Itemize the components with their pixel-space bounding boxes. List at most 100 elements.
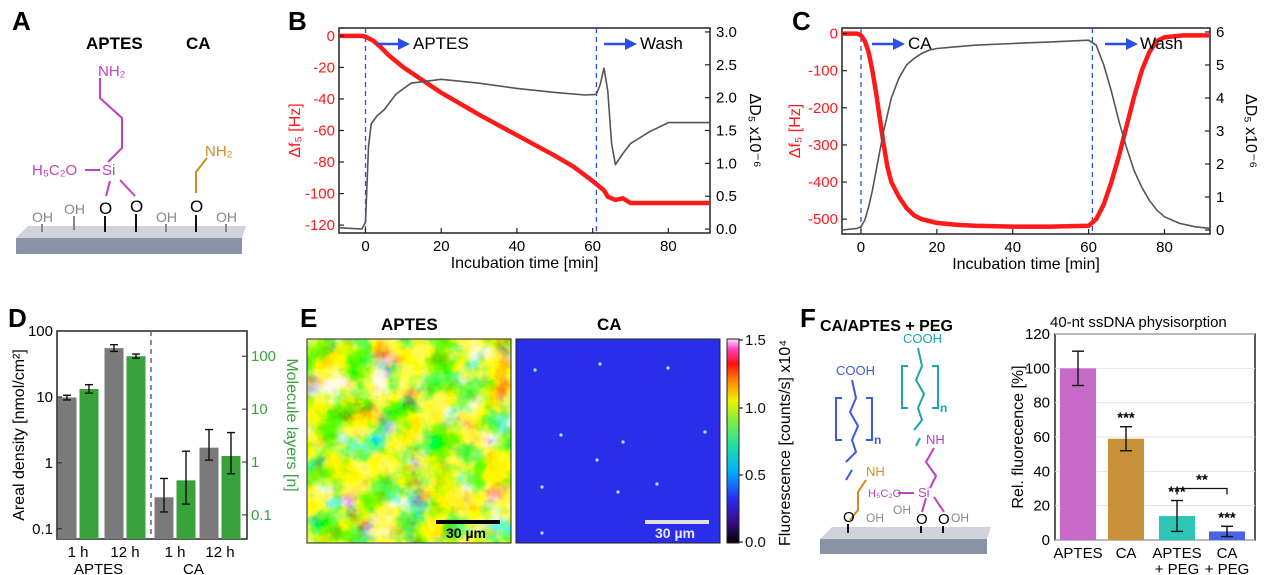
scale-label-left: 30 µm [446,525,486,541]
x-tick-label: 40 [1004,239,1021,256]
x-tick-label: 20 [433,238,450,255]
bar-molecule-layers [79,389,99,539]
c-wash-label: Wash [1140,34,1183,53]
ca-nh2: NH₂ [205,143,233,160]
f-nh-left: NH [866,464,885,479]
fluorescent-spot [559,433,563,437]
aptes-o1: O [99,199,112,218]
c-start-label: CA [908,34,932,53]
x-tick-label: CA [1217,545,1238,562]
oh-label: OH [32,209,53,225]
significance-label: *** [1117,410,1135,427]
x-tick-label: 80 [1156,239,1173,256]
oh-label: OH [64,201,85,217]
significance-bracket [1176,487,1228,495]
fluorescent-spot [540,485,544,489]
bar-molecule-layers [221,455,241,539]
y-axis-title: Δf₅ [Hz] [787,104,804,158]
series-frequency [842,31,1210,229]
fluorescent-spot [598,362,602,366]
panel-b-label: B [288,6,307,36]
y-axis-title: Areal density [nmol/cm²] [11,349,28,521]
cbar-tick: 1.0 [745,400,766,417]
y2-tick-label: 100 [251,348,276,365]
y-tick-label: -120 [305,217,335,234]
y2-tick-label: 6 [1216,24,1224,41]
fluorescent-spot [595,458,599,462]
x-tick-label: 20 [929,239,946,256]
f-n-right: n [940,401,947,415]
x-tick-label: 60 [584,238,601,255]
y2-tick-label: 3.0 [716,24,737,41]
ca-fluorescence-map [515,338,721,544]
f-n-left: n [874,433,881,447]
y-tick-label: -500 [808,211,838,228]
cbar-tick: 1.5 [745,332,766,349]
b-wash-label: Wash [640,34,683,53]
x-tick-label: 1 h [165,544,186,561]
y2-tick-label: 1.0 [716,155,737,172]
y-tick-label: 0 [830,26,838,43]
panel-a-title-aptes: APTES [86,34,143,53]
cbar-tick: 0.5 [745,467,766,484]
f-o: O [938,511,950,528]
panel-f-chart: 40-nt ssDNA physisorption 0 20 40 60 80 100 12… [1010,314,1256,575]
y-tick-label: 60 [1033,429,1050,446]
x-tick-label: APTES [1152,545,1201,562]
d-group-aptes: APTES [74,561,123,575]
c-arrows [872,38,1138,50]
ca-spots [533,362,707,535]
panel-f-schematic: F CA/APTES + PEG COOH n NH O COOH n NH H… [800,303,991,554]
f-o: O [916,511,928,528]
y2-axis-title: ΔD₅ x10⁻⁶ [1242,94,1259,168]
y-tick-label: 40 [1033,463,1050,480]
oh-label: OH [156,209,177,225]
y-axis-title: Δf₅ [Hz] [287,103,304,157]
y-tick-label: -400 [808,174,838,191]
fluorescent-spot [533,368,537,372]
bar-areal-density [154,497,174,539]
bar-areal-density [104,348,124,539]
f-oh: OH [893,503,911,517]
f-title: CA/APTES + PEG [820,318,953,335]
x-tick-label: 80 [660,238,677,255]
x-tick-label: CA [1116,545,1137,562]
y2-tick-label: 3 [1216,123,1224,140]
plot-c-frame [841,27,1211,235]
panel-a-title-ca: CA [186,34,211,53]
y-tick-label: 0 [1042,532,1050,549]
b-arrows [377,38,637,50]
x-tick-label: 40 [509,238,526,255]
y-tick-label: -80 [313,154,335,171]
y-tick-label: 20 [1033,498,1050,515]
x-tick-label: 12 h [110,544,139,561]
e-left-title: APTES [381,315,438,334]
y2-tick-label: 1 [1216,189,1224,206]
x-axis-title: Incubation time [min] [952,256,1100,273]
y2-tick-label: 0.1 [251,507,272,524]
fluorescent-spot [666,366,670,370]
x-tick-label: 1 h [68,544,89,561]
y-tick-label: -40 [313,91,335,108]
substrate-top [16,226,246,238]
bar-fluorescence [1108,438,1144,540]
d-group-ca: CA [183,561,204,575]
plot-b-area: 0 20 40 60 80 0 -20 -40 -60 -80 -100 -120 0.0 0.5 1.0 1… [287,24,763,272]
series-dissipation [338,67,710,230]
bar-areal-density [57,397,77,539]
y2-tick-label: 0.0 [716,221,737,238]
aptes-eto: H₅C₂O [32,162,77,179]
y-tick-label: -100 [808,63,838,80]
x-tick-label: APTES [1053,545,1102,562]
f-oh: OH [951,511,969,525]
x-tick-label: 0 [857,239,865,256]
fluorescent-spot [621,440,625,444]
plot-d-frame [56,330,248,540]
y2-tick-label: 2 [1216,156,1224,173]
y-tick-label: -300 [808,137,838,154]
significance-label: ** [1196,472,1208,489]
y-tick-label: 0 [327,28,335,45]
y-tick-label: -200 [808,100,838,117]
y-tick-label: 0.1 [32,521,53,538]
